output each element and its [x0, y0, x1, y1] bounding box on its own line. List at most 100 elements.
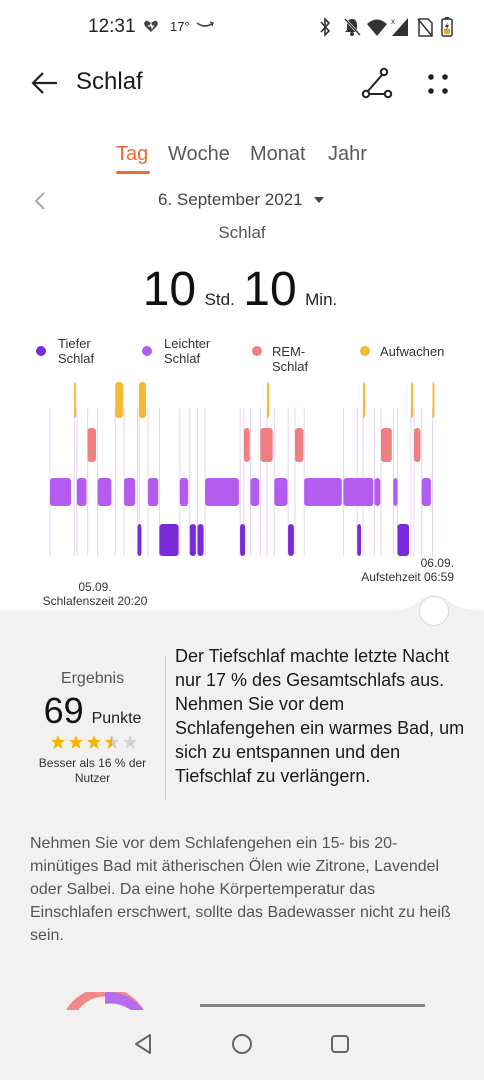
bluetooth-icon [320, 17, 331, 37]
stage-bar-tiefer-schlaf [189, 524, 196, 556]
duration-minutes-unit: Min. [305, 290, 338, 309]
stage-bar-rem-schlaf [414, 428, 421, 462]
page-title: Schlaf [76, 68, 143, 95]
more-icon[interactable] [422, 68, 454, 100]
status-temperature: 17° [170, 19, 190, 34]
home-circle-icon[interactable] [230, 1032, 254, 1056]
stage-bar-leichter-schlaf [76, 478, 87, 506]
stage-bar-tiefer-schlaf [357, 524, 361, 556]
legend-dot [252, 346, 262, 356]
date-selector: 6. September 2021 [0, 186, 484, 216]
stage-bar-tiefer-schlaf [159, 524, 179, 556]
signal-icon: x [391, 17, 408, 36]
score-unit: Punkte [91, 710, 142, 727]
chevron-left-icon[interactable] [30, 190, 50, 212]
stage-bar-tiefer-schlaf [397, 524, 409, 556]
duration-hours-unit: Std. [204, 290, 235, 309]
stage-bar-rem-schlaf [87, 428, 96, 462]
star-icon [69, 735, 83, 749]
legend-label: Leichter Schlaf [164, 336, 211, 366]
stage-bar-aufwachen [115, 382, 123, 418]
clipped-text [200, 1004, 450, 1012]
back-triangle-icon[interactable] [132, 1032, 156, 1056]
stage-bar-aufwachen [411, 382, 413, 418]
star-icon [123, 735, 137, 749]
chart-scrubber-handle[interactable] [419, 596, 449, 626]
system-nav-bar [0, 1010, 484, 1080]
stage-bar-rem-schlaf [295, 428, 304, 462]
stage-bar-aufwachen [139, 382, 146, 418]
stage-bar-rem-schlaf [243, 428, 250, 462]
legend-dot [142, 346, 152, 356]
stage-bar-leichter-schlaf [205, 478, 239, 506]
stage-bar-leichter-schlaf [421, 478, 431, 506]
star-icon [87, 735, 101, 749]
section-subtitle: Schlaf [218, 223, 266, 242]
sleep-ring-chart [65, 992, 145, 1012]
vertical-divider [165, 656, 166, 800]
comparison-text: Besser als 16 % der Nutzer [38, 756, 147, 785]
chart-legend: Tiefer Schlaf Leichter Schlaf REM-Schlaf… [0, 336, 484, 374]
back-arrow-icon[interactable] [30, 68, 60, 98]
legend-dot [36, 346, 46, 356]
mute-icon [344, 18, 361, 36]
legend-label: REM-Schlaf [272, 344, 309, 374]
result-label: Ergebnis [60, 670, 125, 687]
bedtime-label: 05.09. Schlafenszeit 20:20 [42, 580, 148, 608]
status-time: 12:31 [88, 16, 136, 37]
tab-woche[interactable]: Woche [168, 143, 230, 165]
stage-bar-leichter-schlaf [124, 478, 136, 506]
legend-label: Tiefer Schlaf [58, 336, 95, 366]
legend-label: Aufwachen [380, 344, 445, 359]
no-sim-icon [417, 18, 433, 37]
advice-text: Nehmen Sie vor dem Schlafengehen ein 15-… [30, 835, 451, 944]
battery-icon [441, 17, 453, 37]
stage-bar-leichter-schlaf [179, 478, 189, 506]
stage-bar-leichter-schlaf [147, 478, 159, 506]
sleep-duration: 10 Std. 10 Min. [0, 262, 484, 317]
period-tabs: Tag Woche Monat Jahr [0, 140, 484, 180]
rating-stars [51, 735, 137, 749]
stage-bar-leichter-schlaf [374, 478, 381, 506]
wifi-icon [367, 19, 387, 36]
score-value: 69 [43, 690, 84, 731]
stage-bar-tiefer-schlaf [137, 524, 142, 556]
result-score: 69 Punkte [30, 690, 155, 732]
stage-bar-tiefer-schlaf [197, 524, 204, 556]
stage-bar-leichter-schlaf [274, 478, 288, 506]
duration-minutes: 10 [243, 263, 297, 316]
stage-bar-leichter-schlaf [343, 478, 374, 506]
stage-bar-aufwachen [363, 382, 365, 418]
status-bar: 12:31 17° x [0, 0, 484, 56]
heart-icon [144, 20, 158, 32]
tab-jahr[interactable]: Jahr [328, 143, 367, 165]
duration-hours: 10 [142, 263, 197, 316]
stage-bar-rem-schlaf [381, 428, 392, 462]
selected-date[interactable]: 6. September 2021 [158, 190, 303, 209]
stage-bar-tiefer-schlaf [240, 524, 246, 556]
active-tab-indicator [116, 171, 150, 174]
star-icon [105, 735, 119, 749]
tab-tag[interactable]: Tag [116, 143, 149, 165]
stage-bar-aufwachen [74, 382, 77, 418]
stage-bar-tiefer-schlaf [288, 524, 294, 556]
app-bar: Schlaf [0, 56, 484, 112]
dropdown-caret-icon[interactable] [313, 196, 325, 204]
tab-monat[interactable]: Monat [250, 143, 306, 165]
stage-bar-leichter-schlaf [250, 478, 260, 506]
stage-bar-leichter-schlaf [97, 478, 112, 506]
stage-bar-aufwachen [267, 382, 269, 418]
stage-bar-rem-schlaf [260, 428, 273, 462]
stage-bar-aufwachen [432, 382, 435, 418]
stage-bar-leichter-schlaf [393, 478, 398, 506]
star-icon [51, 735, 65, 749]
recents-square-icon[interactable] [328, 1032, 352, 1056]
card-wave [0, 595, 484, 624]
sleep-stage-chart[interactable] [0, 378, 484, 610]
sleep-tip: Der Tiefschlaf machte letzte Nacht nur 1… [175, 646, 465, 786]
legend-dot [360, 346, 370, 356]
share-icon[interactable] [360, 66, 394, 100]
stage-bar-leichter-schlaf [50, 478, 72, 506]
svg-text:x: x [391, 17, 395, 26]
wake-time-label: 06.09. Aufstehzeit 06:59 [361, 556, 454, 584]
